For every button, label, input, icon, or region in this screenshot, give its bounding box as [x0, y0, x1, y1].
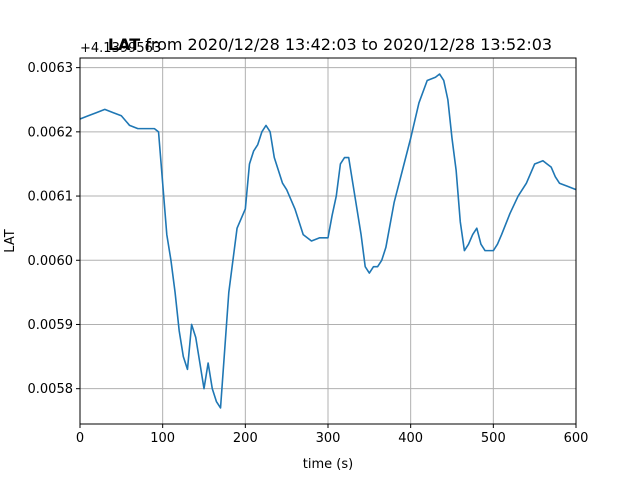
y-tick-label: 0.0060: [28, 254, 74, 269]
x-tick-label: 200: [233, 431, 258, 446]
y-tick-label: 0.0059: [28, 318, 74, 333]
x-tick-label: 300: [316, 431, 341, 446]
chart-title-rest: from 2020/12/28 13:42:03 to 2020/12/28 1…: [140, 35, 552, 54]
grid: [79, 58, 577, 424]
y-axis-label: LAT: [3, 229, 18, 252]
y-tick-label: 0.0062: [28, 125, 74, 140]
x-tick-label: 500: [481, 431, 506, 446]
y-tick-label: 0.0061: [28, 190, 74, 205]
x-tick-label: 100: [150, 431, 175, 446]
x-axis-label: time (s): [303, 457, 353, 472]
x-tick-label: 600: [564, 431, 589, 446]
x-tick-label: 400: [398, 431, 423, 446]
x-tick-label: 0: [76, 431, 84, 446]
y-tick-label: 0.0058: [28, 382, 74, 397]
chart-title: LAT from 2020/12/28 13:42:03 to 2020/12/…: [108, 35, 552, 54]
lat-series-line: [79, 73, 577, 409]
axis-ticks: 0 100 200 300 400 500 600 0.0058 0.0059 0.0060 0.0…: [28, 61, 589, 446]
y-tick-label: 0.0063: [28, 61, 74, 76]
y-offset-text: +4.1399563: [80, 41, 161, 56]
chart-title-bold: LAT: [108, 35, 140, 54]
